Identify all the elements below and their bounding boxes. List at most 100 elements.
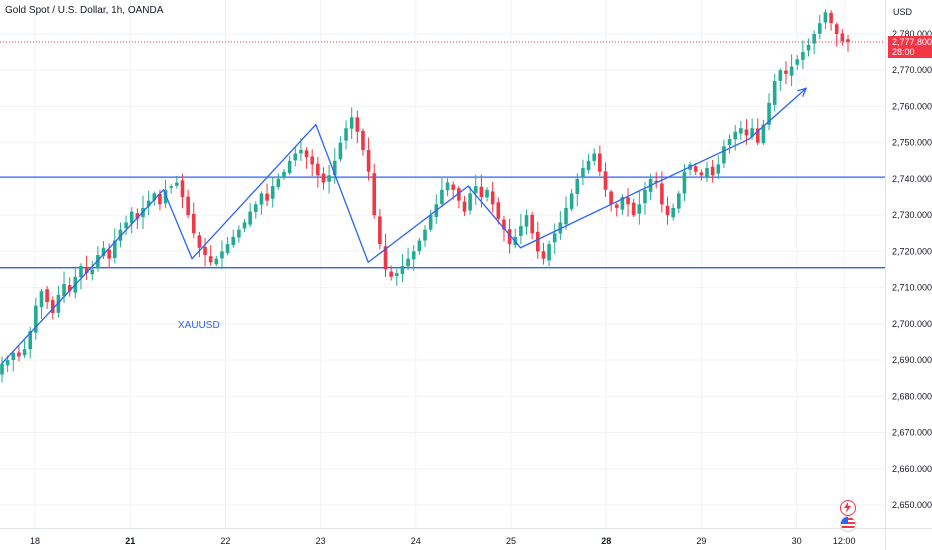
candle bbox=[254, 201, 258, 219]
candle-body bbox=[671, 207, 675, 218]
candle-body bbox=[778, 70, 783, 81]
candle-body bbox=[727, 139, 732, 146]
last-price-tag: 2,777.800 28:00 bbox=[888, 36, 932, 58]
candle-body bbox=[665, 205, 670, 216]
candle bbox=[784, 61, 788, 84]
candle-body bbox=[5, 360, 10, 366]
candle bbox=[699, 169, 704, 181]
candle-body bbox=[660, 183, 664, 205]
candle-body bbox=[818, 23, 822, 34]
candle bbox=[372, 164, 377, 219]
candle-body bbox=[767, 102, 771, 125]
candle-body bbox=[552, 233, 557, 243]
candle bbox=[299, 138, 303, 161]
time-tick-label: 23 bbox=[316, 536, 326, 546]
candle bbox=[609, 189, 613, 212]
candle-body bbox=[84, 267, 89, 274]
bar-countdown: 28:00 bbox=[892, 47, 915, 57]
candle bbox=[310, 149, 314, 177]
candle-body bbox=[524, 215, 529, 227]
candle-body bbox=[812, 34, 816, 44]
candle-body bbox=[265, 193, 269, 201]
candle-body bbox=[598, 153, 602, 172]
candle bbox=[231, 229, 236, 248]
candle-body bbox=[581, 168, 585, 178]
candle bbox=[767, 93, 771, 131]
candle-body bbox=[28, 331, 32, 350]
price-tick-label: 2,680.000 bbox=[892, 391, 932, 401]
candle-body bbox=[50, 300, 55, 313]
candle bbox=[541, 242, 546, 265]
candle bbox=[378, 208, 382, 250]
candle-body bbox=[586, 160, 591, 170]
candle-body bbox=[146, 200, 151, 207]
candle bbox=[248, 202, 252, 228]
candle-body bbox=[39, 291, 44, 308]
candle bbox=[395, 268, 399, 286]
candle bbox=[0, 356, 4, 383]
candle-body bbox=[569, 193, 574, 210]
us-flag-icon[interactable] bbox=[840, 516, 856, 532]
last-price-value: 2,777.800 bbox=[892, 37, 932, 47]
symbol-text-label[interactable]: XAUUSD bbox=[178, 320, 220, 331]
candle-body bbox=[129, 211, 134, 224]
candle-body bbox=[609, 191, 613, 205]
candle-body bbox=[406, 258, 410, 267]
candle bbox=[259, 191, 264, 215]
price-tick-label: 2,750.000 bbox=[892, 138, 932, 148]
lightning-icon[interactable] bbox=[840, 500, 856, 516]
candle-body bbox=[502, 219, 506, 230]
candle bbox=[355, 110, 360, 144]
currency-label[interactable]: USD bbox=[893, 7, 913, 17]
candle bbox=[795, 55, 800, 70]
candle-body bbox=[744, 129, 749, 136]
candle bbox=[710, 159, 715, 183]
candle bbox=[778, 68, 783, 92]
candle-body bbox=[507, 229, 512, 245]
candle bbox=[473, 174, 478, 205]
candle-body bbox=[626, 197, 630, 205]
price-axis[interactable]: 2,650.000 2,660.000 2,670.000 2,680.000 2,69… bbox=[885, 0, 932, 550]
candle-body bbox=[17, 352, 21, 357]
candlestick-series bbox=[0, 9, 850, 383]
trend-path-line bbox=[1, 87, 807, 365]
candle-body bbox=[558, 222, 563, 234]
candle bbox=[727, 134, 732, 154]
candle bbox=[423, 225, 427, 247]
candle bbox=[287, 155, 292, 176]
candle bbox=[5, 355, 10, 373]
candle bbox=[564, 196, 568, 230]
candle bbox=[575, 173, 580, 207]
candle bbox=[56, 285, 61, 318]
candle-body bbox=[62, 283, 66, 297]
candle bbox=[175, 175, 179, 189]
candle-body bbox=[620, 197, 625, 210]
candle bbox=[665, 196, 670, 225]
candle-body bbox=[530, 214, 534, 234]
horizontal-levels[interactable] bbox=[0, 176, 885, 269]
candle bbox=[688, 161, 692, 176]
candle bbox=[361, 128, 365, 156]
candle-body bbox=[423, 229, 427, 241]
candle-body bbox=[124, 222, 128, 229]
candle-body bbox=[186, 196, 190, 216]
candle bbox=[124, 215, 128, 235]
candle bbox=[191, 202, 196, 238]
candle bbox=[220, 240, 224, 270]
trend-path-drawing[interactable] bbox=[1, 87, 808, 365]
price-tick-label: 2,760.000 bbox=[892, 101, 932, 111]
candle bbox=[389, 265, 393, 281]
candle-body bbox=[699, 172, 704, 176]
time-axis[interactable]: 18 21 22 23 24 25 28 29 30 12:00 bbox=[0, 528, 932, 547]
candle-body bbox=[536, 231, 540, 252]
candle-body bbox=[96, 255, 100, 269]
candle bbox=[152, 191, 157, 206]
candle-body bbox=[479, 186, 484, 198]
candle-body bbox=[547, 244, 551, 261]
price-tick-label: 2,730.000 bbox=[892, 210, 932, 220]
candle-body bbox=[716, 164, 721, 174]
candle-body bbox=[180, 180, 185, 198]
candle-body bbox=[327, 175, 331, 182]
candle-body bbox=[135, 213, 140, 219]
